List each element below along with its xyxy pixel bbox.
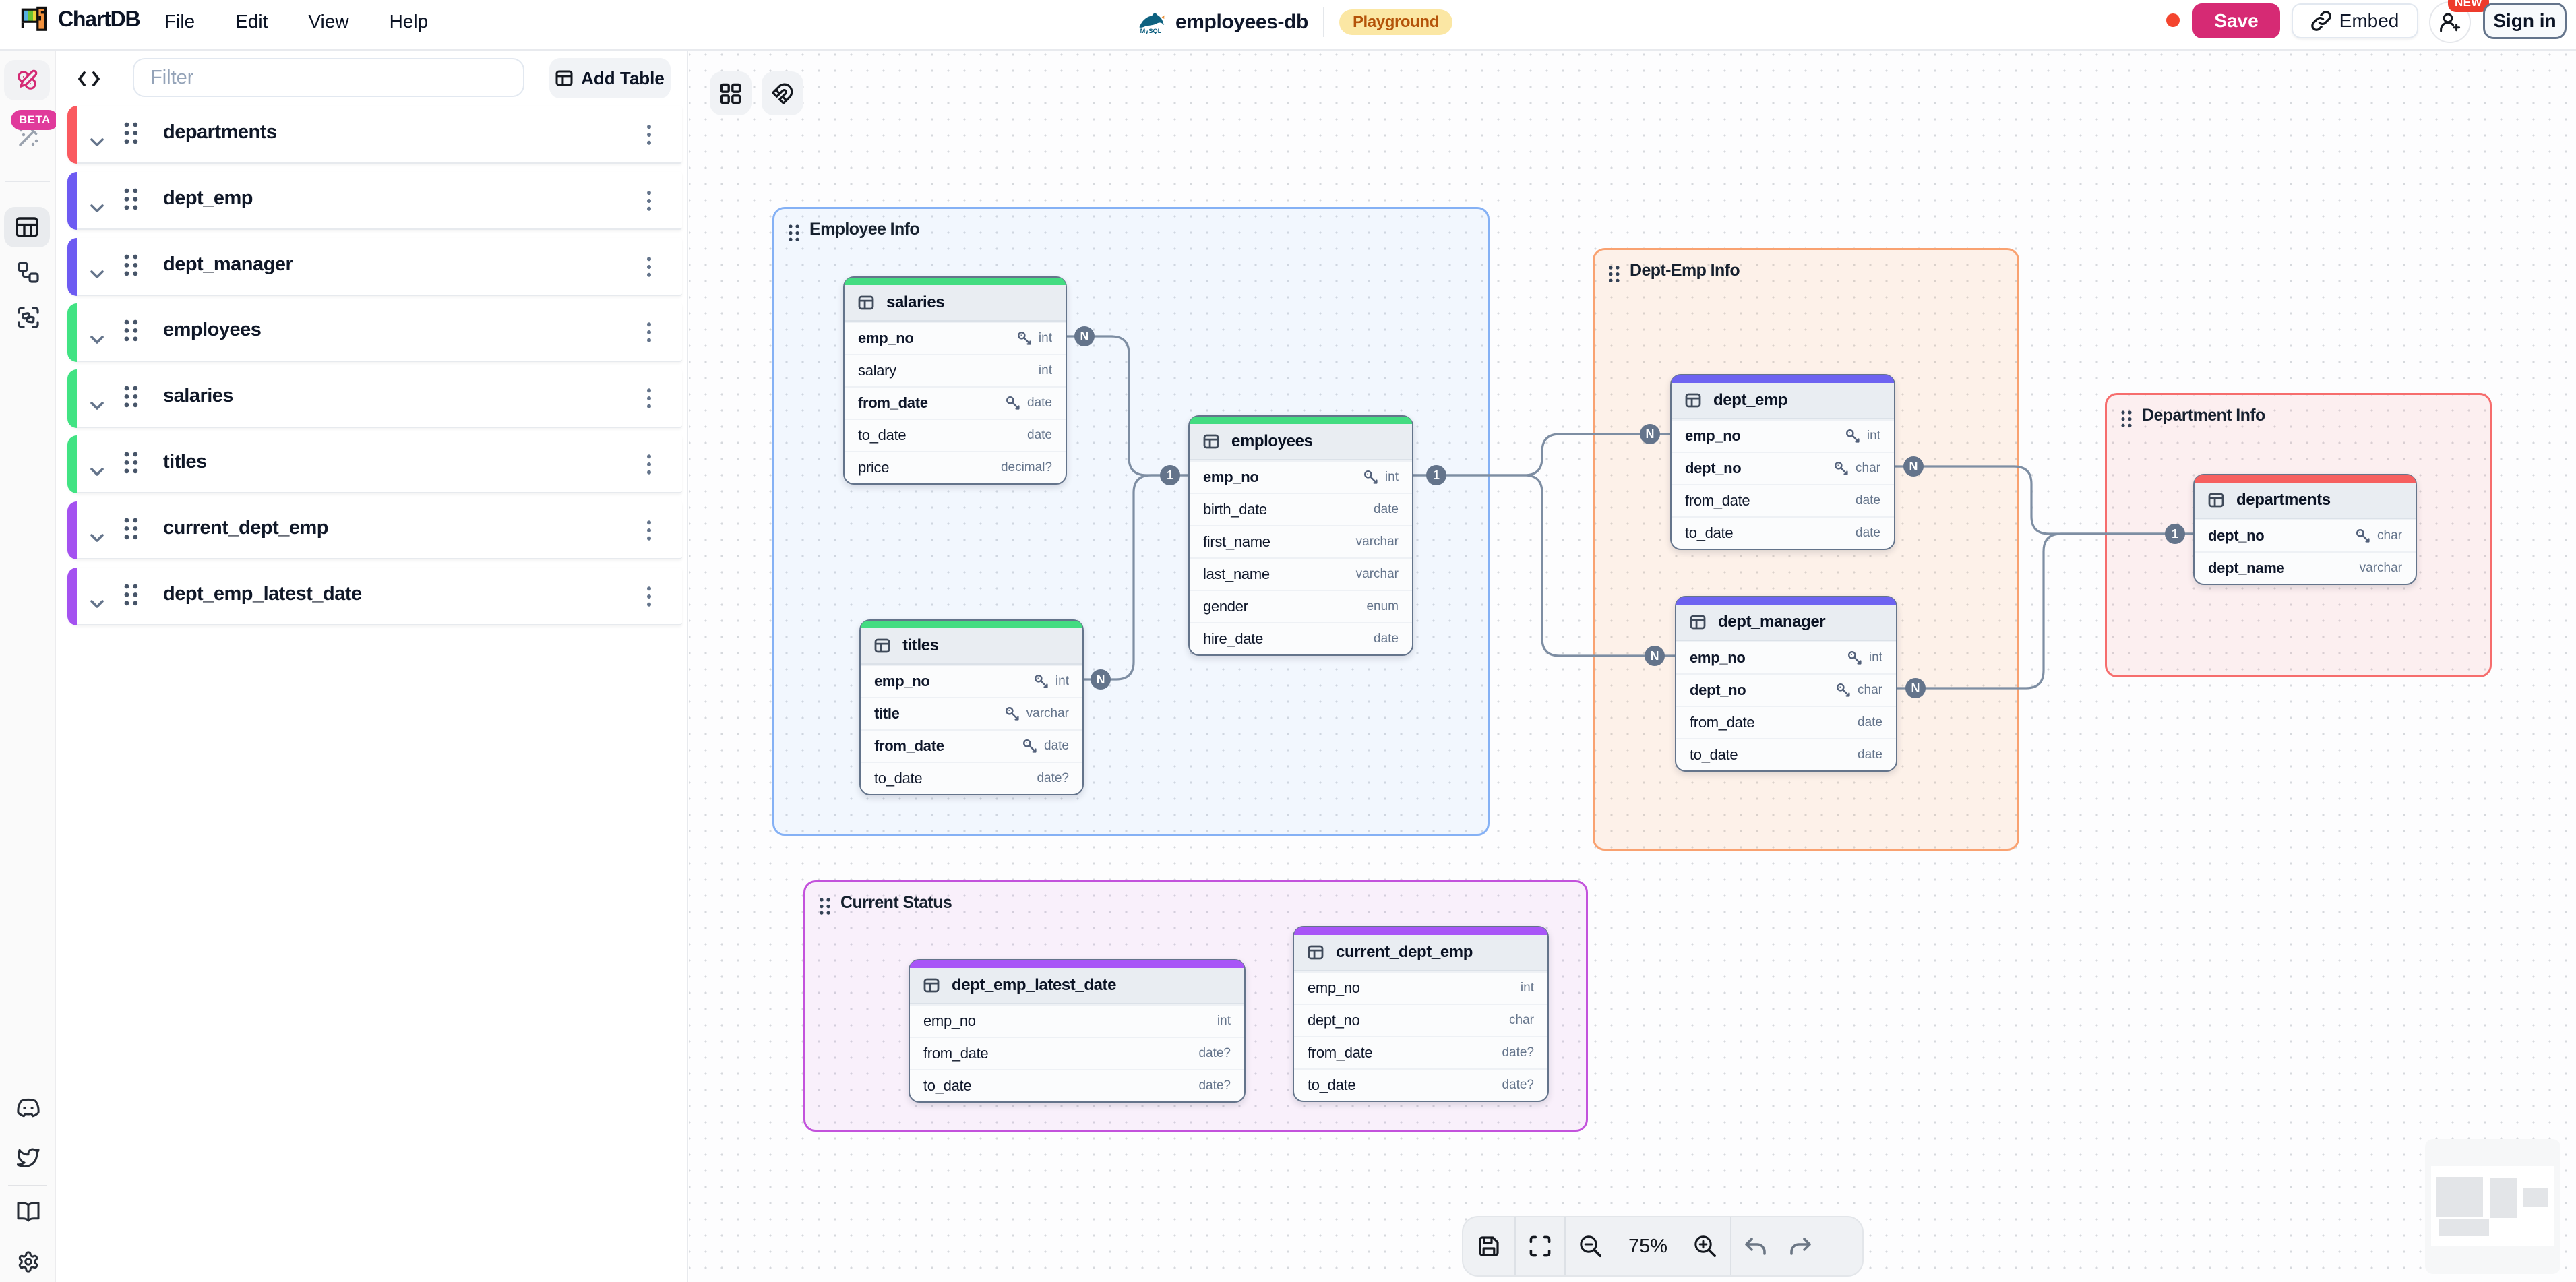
- svg-text:MySQL: MySQL: [1140, 28, 1162, 34]
